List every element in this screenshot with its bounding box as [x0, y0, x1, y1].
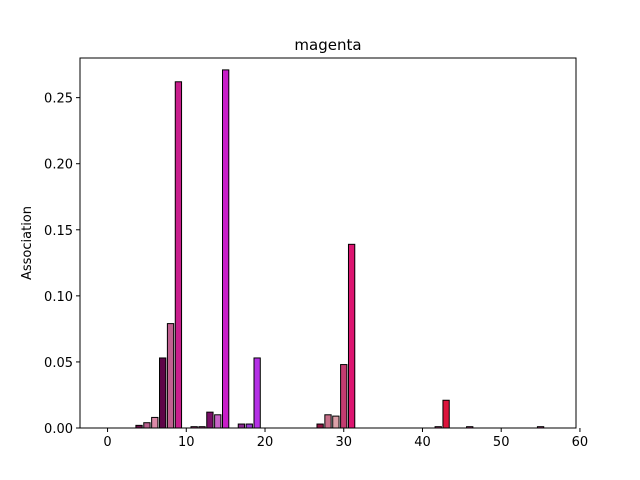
ticks-group: 0 10 20 30 40 50 60 0.00 0.05 0.10 0.15 0.20 0.25	[44, 92, 588, 450]
bar-30	[340, 364, 348, 429]
bar-6	[151, 416, 159, 429]
x-tick-label: 50	[493, 435, 510, 450]
bar-8	[166, 323, 175, 429]
bar-17	[237, 423, 246, 429]
x-tick-label: 10	[178, 435, 195, 450]
bars-group	[135, 69, 545, 429]
y-axis-label: Association	[20, 206, 35, 280]
bar-31	[347, 243, 356, 429]
bar-9	[174, 81, 183, 429]
x-tick-label: 60	[572, 435, 589, 450]
plot-frame	[79, 57, 577, 429]
bar-27	[316, 423, 324, 429]
y-tick-label: 0.20	[44, 158, 73, 173]
y-tick-label: 0.25	[44, 92, 73, 107]
y-tick-label: 0.05	[44, 356, 73, 371]
x-tick-label: 40	[414, 435, 431, 450]
y-tick-label: 0.10	[44, 290, 73, 305]
bar-18	[245, 423, 253, 429]
y-tick-label: 0.00	[44, 422, 73, 437]
bar-28	[324, 414, 332, 429]
x-tick-label: 20	[257, 435, 274, 450]
x-tick-label: 30	[335, 435, 352, 450]
bar-7	[159, 357, 167, 429]
bar-15	[222, 69, 230, 429]
bar-14	[214, 414, 222, 429]
bar-5	[143, 422, 151, 429]
bar-13	[206, 411, 214, 429]
x-tick-label: 0	[103, 435, 111, 450]
bar-43	[442, 399, 450, 429]
bar-29	[332, 415, 340, 429]
y-tick-label: 0.15	[44, 224, 73, 239]
bar-19	[253, 357, 261, 429]
chart-title: magenta	[294, 36, 361, 54]
